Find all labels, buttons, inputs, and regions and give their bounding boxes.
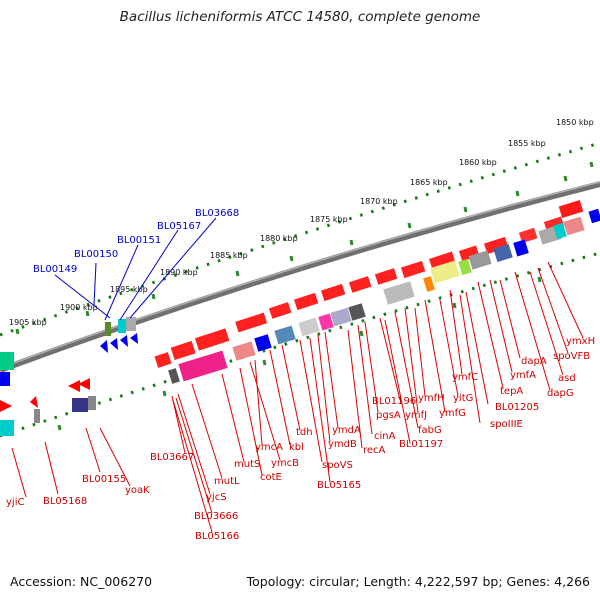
scale-label: 1870 kbp [360, 197, 398, 206]
gene-label: ymdB [328, 439, 357, 450]
red-leaders [11, 261, 584, 533]
scale-label: 1860 kbp [459, 158, 497, 167]
backbone [0, 181, 600, 373]
gene-label: ymdA [332, 425, 361, 436]
scale-label: 1885 kbp [210, 251, 248, 260]
gene-label: recA [363, 445, 386, 456]
outer-scale-ticks [15, 161, 594, 335]
scale-label: 1855 kbp [508, 139, 546, 148]
gene-label: cotE [260, 472, 282, 483]
gene-label: kbl [289, 442, 304, 453]
gene-label: spoVS [322, 460, 353, 471]
gene-label: tepA [500, 386, 523, 397]
forward-genes [0, 200, 600, 386]
scale-label: 1875 kbp [310, 215, 348, 224]
scale-label: 1890 kbp [160, 268, 198, 277]
gene-label: spoVFB [553, 351, 590, 362]
gene-label: yitG [453, 393, 473, 404]
scale-label: 1895 kbp [110, 285, 148, 294]
gene-label: BL03666 [194, 511, 238, 522]
blue-label-group: BL00149 BL00150 BL00151 BL05167 BL03668 [33, 208, 239, 275]
gene-label: BL00151 [117, 235, 161, 246]
gene-label: BL05166 [195, 531, 239, 542]
gene-label: ymcB [271, 458, 299, 469]
gene-label: ymxH [566, 336, 595, 347]
gene-label: BL00149 [33, 264, 77, 275]
reverse-genes [0, 216, 585, 436]
scale-label: 1880 kbp [260, 234, 298, 243]
scale-label-group: 1850 kbp 1855 kbp 1860 kbp 1865 kbp 1870… [9, 118, 594, 327]
gene-label: ymcA [255, 442, 283, 453]
map-title: Bacillus licheniformis ATCC 14580, compl… [119, 9, 481, 25]
gene-label: fabG [418, 425, 442, 436]
scale-label: 1865 kbp [410, 178, 448, 187]
gene-label: BL01196 [372, 396, 416, 407]
gene-label: ymfA [510, 370, 536, 381]
gene-label: dapG [547, 388, 574, 399]
gene-label: asd [558, 373, 576, 384]
gene-label: BL05168 [43, 496, 87, 507]
scale-label: 1905 kbp [9, 318, 47, 327]
gene-label: BL05165 [317, 480, 361, 491]
inner-scale-ticks [57, 276, 542, 431]
gene-label: mutS [234, 459, 260, 470]
gene-label: ymfG [439, 408, 466, 419]
gene-label: BL03667 [150, 452, 194, 463]
accession-text: Accession: NC_006270 [10, 574, 153, 589]
gene-label: BL05167 [157, 221, 201, 232]
gene-label: dapA [521, 356, 547, 367]
gene-label: ymfH [418, 393, 445, 404]
gene-label: tdh [296, 427, 313, 438]
red-label-group: ymxH spoVFB asd dapG dapA ymfA tepA ymfC… [6, 336, 595, 542]
gene-label: BL00155 [82, 474, 126, 485]
gene-label: BL01197 [399, 439, 443, 450]
gene-label: mutL [214, 476, 240, 487]
gene-label: yjcS [206, 492, 227, 503]
blue-leaders [54, 217, 217, 321]
gene-label: yoaK [125, 485, 150, 496]
gene-label: BL01205 [495, 402, 539, 413]
scale-label: 1850 kbp [556, 118, 594, 127]
gene-label: cinA [374, 431, 396, 442]
gene-label: yjiC [6, 497, 24, 508]
gene-label: ymfC [452, 372, 478, 383]
gene-label: spoIIIE [490, 419, 523, 430]
outer-scale-arc [0, 141, 600, 337]
gene-label: pgsA [376, 410, 401, 421]
gene-label: ymfJ [405, 410, 427, 421]
gene-label: BL03668 [195, 208, 239, 219]
scale-label: 1900 kbp [60, 303, 98, 312]
gene-label: BL00150 [74, 249, 118, 260]
genome-summary-text: Topology: circular; Length: 4,222,597 bp… [246, 574, 590, 589]
